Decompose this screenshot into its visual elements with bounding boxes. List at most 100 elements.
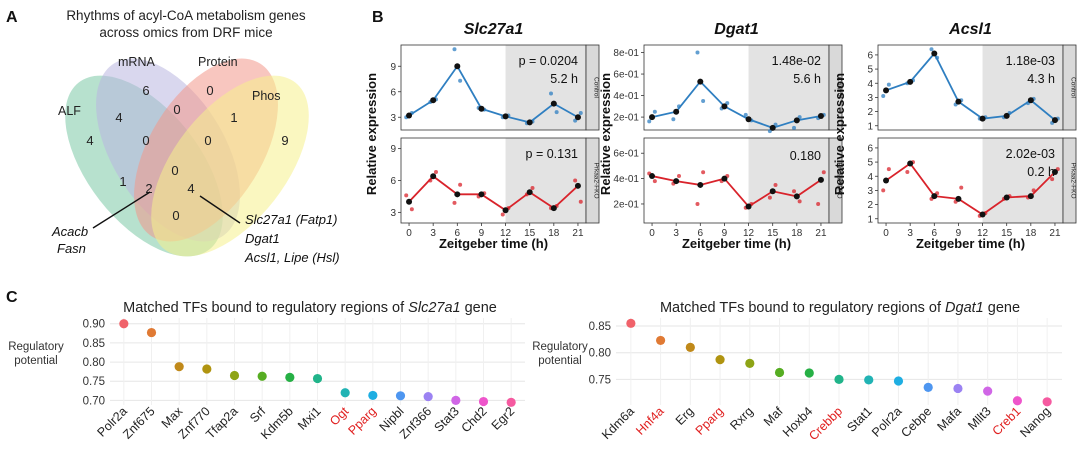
mean-point <box>502 113 509 120</box>
replicate-point <box>573 178 578 183</box>
replicate-point <box>452 200 457 205</box>
replicate-point <box>500 212 505 217</box>
stat-pvalue: p = 0.0204 <box>519 54 578 68</box>
replicate-point <box>458 78 463 83</box>
replicate-point <box>792 189 797 194</box>
tf-point-polr2a <box>119 319 129 329</box>
replicate-point <box>554 110 559 115</box>
x-tick-label: 3 <box>907 228 913 239</box>
x-axis-title: Zeitgeber time (h) <box>916 236 1025 251</box>
tf-point-hnf4a <box>656 335 666 346</box>
tf-point-max <box>174 362 184 372</box>
mean-point <box>550 205 557 212</box>
tf-point-chd2 <box>478 396 489 407</box>
stat-value: 5.2 h <box>550 72 578 86</box>
venn-label-protein: Protein <box>198 55 238 69</box>
x-tick-label: 12 <box>977 228 989 239</box>
y-tick-label: 4e-01 <box>613 91 639 102</box>
tf-point-stat1 <box>864 375 874 385</box>
x-tick-label: 12 <box>743 228 755 239</box>
tf-point-nanog <box>1042 397 1052 407</box>
tf-chart-title-suffix: gene <box>988 300 1020 316</box>
x-tick-label: 3 <box>673 228 679 239</box>
y-axis-title-line: Regulatory <box>8 341 64 353</box>
replicate-point <box>701 170 706 175</box>
mean-point <box>478 105 485 112</box>
venn-count-alf-only: 4 <box>86 133 93 148</box>
tf-point-znf675 <box>146 327 157 338</box>
mean-point <box>550 100 557 107</box>
y-axis-title-line: Regulatory <box>532 341 588 353</box>
facet-strip-label: Prkaa2-FKO <box>836 162 843 198</box>
replicate-point <box>881 188 886 193</box>
venn-set-phos <box>151 75 309 257</box>
mean-point <box>721 175 728 182</box>
x-tick-label: 21 <box>815 228 827 239</box>
mean-line-dgat1-ko <box>651 175 822 208</box>
venn-note-dgat1: Dgat1 <box>245 231 280 246</box>
y-tick-label: 0.90 <box>83 319 105 331</box>
mean-line-slc27a1-control <box>408 64 579 124</box>
mean-point <box>1051 169 1058 175</box>
y-tick-label: 4 <box>867 79 873 90</box>
mean-line-acsl1-control <box>885 51 1056 121</box>
venn-count-alf-protein: 1 <box>119 174 126 189</box>
venn-label-alf: ALF <box>58 104 81 118</box>
panel-label-c: C <box>6 289 18 306</box>
replicate-point <box>578 111 583 115</box>
dark-phase-shade <box>982 138 1063 223</box>
tf-point-nipbl <box>395 391 406 401</box>
y-tick-label: 6 <box>390 87 396 98</box>
mean-point <box>721 103 728 110</box>
mean-point <box>1003 194 1010 201</box>
y-tick-label: 0.85 <box>589 321 611 333</box>
replicate-point <box>792 125 797 130</box>
venn-count-mrna-only: 6 <box>142 83 149 98</box>
tf-point-znf770 <box>202 364 212 374</box>
x-tick-label: 21 <box>572 228 584 239</box>
stat-value: 0.2 h <box>1027 165 1055 179</box>
replicate-point <box>573 118 578 123</box>
venn-note-slc27a1: Slc27a1 (Fatp1) <box>245 212 338 227</box>
tf-chart-title-prefix: Matched TFs bound to regulatory regions … <box>123 300 405 316</box>
mean-point <box>1027 97 1034 104</box>
tf-point-ogt <box>340 388 350 398</box>
venn-count-alf-mrna-protein: 0 <box>142 133 149 148</box>
y-tick-label: 1 <box>867 121 873 132</box>
mean-point <box>931 50 938 57</box>
replicate-point <box>701 98 706 103</box>
replicate-point <box>647 119 652 124</box>
replicate-point <box>821 170 826 175</box>
y-tick-label: 6 <box>390 176 396 187</box>
y-tick-label: 9 <box>390 144 396 155</box>
venn-label-mrna: mRNA <box>118 55 155 69</box>
tf-chart-title-prefix: Matched TFs bound to regulatory regions … <box>660 300 942 316</box>
stat-pvalue: 1.48e-02 <box>772 54 821 68</box>
facet-strip <box>585 137 600 224</box>
x-tick-label: 18 <box>548 228 560 239</box>
stat-pvalue: p = 0.131 <box>526 147 579 161</box>
x-tick-label: 18 <box>1025 228 1037 239</box>
venn-count-mrna-protein-phos: 0 <box>204 133 211 148</box>
y-tick-label: 0.85 <box>83 338 105 350</box>
mean-point <box>793 193 800 200</box>
mean-point <box>979 211 986 218</box>
x-tick-label: 18 <box>791 228 803 239</box>
tf-label-mxi1: Mxi1 <box>295 404 324 433</box>
mean-point <box>673 108 680 115</box>
y-tick-label: 3 <box>390 113 396 124</box>
venn-count-alf-protein-phos: 2 <box>145 181 152 196</box>
mean-point <box>745 203 752 210</box>
tf-point-stat3 <box>451 395 461 406</box>
replicate-point <box>743 112 748 117</box>
y-tick-label: 0.80 <box>589 348 611 360</box>
tf-chart-title-gene: Slc27a1 <box>408 300 460 316</box>
mean-point <box>574 182 581 189</box>
x-tick-label: 0 <box>883 228 889 239</box>
tf-point-tfap2a <box>229 370 240 381</box>
gene-title-dgat1: Dgat1 <box>714 21 759 38</box>
tf-point-erg <box>685 342 695 352</box>
mean-point <box>1027 193 1034 200</box>
tf-chart-title: Matched TFs bound to regulatory regions … <box>660 300 1020 316</box>
y-tick-label: 2 <box>867 107 873 118</box>
